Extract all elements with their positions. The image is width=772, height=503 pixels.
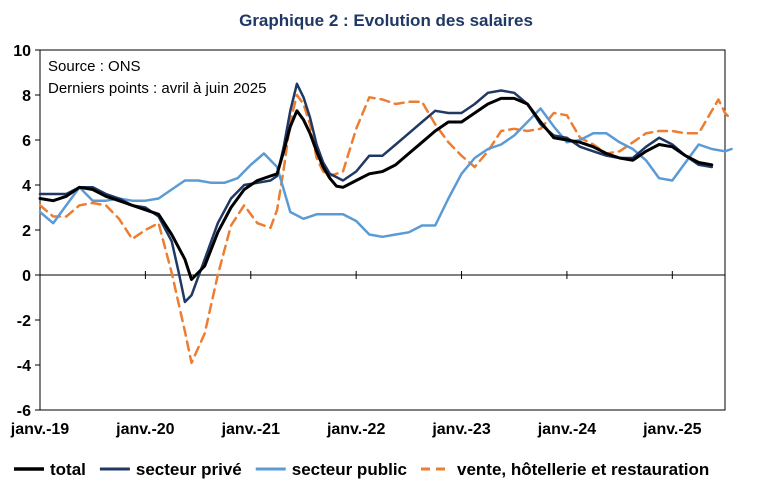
- series-line-3: [38, 93, 733, 365]
- x-tick-label: janv.-19: [10, 421, 70, 438]
- y-tick-label: 8: [22, 88, 31, 105]
- plot-area-border: [39, 49, 726, 411]
- chart-title: Graphique 2 : Evolution des salaires: [239, 11, 533, 30]
- x-tick-label: janv.-20: [115, 421, 175, 438]
- legend: total secteur privé secteur public vente, h…: [14, 460, 709, 479]
- y-tick-label: 6: [22, 133, 31, 150]
- x-tick-label: janv.-22: [326, 421, 386, 438]
- y-tick-label: 0: [22, 268, 31, 285]
- last-points-note: Derniers points : avril à juin 2025: [48, 80, 266, 97]
- legend-label-1: secteur privé: [136, 460, 242, 479]
- x-tick-label: janv.-21: [221, 421, 281, 438]
- series-lines: [38, 82, 733, 365]
- legend-label-3: vente, hôtellerie et restauration: [457, 460, 709, 479]
- x-tick-label: janv.-24: [537, 421, 597, 438]
- legend-label-2: secteur public: [292, 460, 407, 479]
- axes: -6 -4 -2 0 2 4 6 8 10 janv.-19 janv.-20 janv.-21 jan…: [10, 43, 726, 438]
- series-line-2: [38, 107, 733, 239]
- y-tick-label: 10: [13, 43, 31, 60]
- series-line-1: [38, 82, 714, 304]
- series-line-0: [38, 96, 714, 281]
- y-tick-label: -6: [17, 403, 31, 420]
- y-tick-label: 4: [22, 178, 31, 195]
- legend-label-0: total: [50, 460, 86, 479]
- y-tick-label: 2: [22, 223, 31, 240]
- x-tick-label: janv.-23: [431, 421, 491, 438]
- source-note: Source : ONS: [48, 58, 141, 75]
- y-tick-label: -2: [17, 313, 31, 330]
- y-tick-label: -4: [17, 358, 31, 375]
- x-tick-label: janv.-25: [642, 421, 702, 438]
